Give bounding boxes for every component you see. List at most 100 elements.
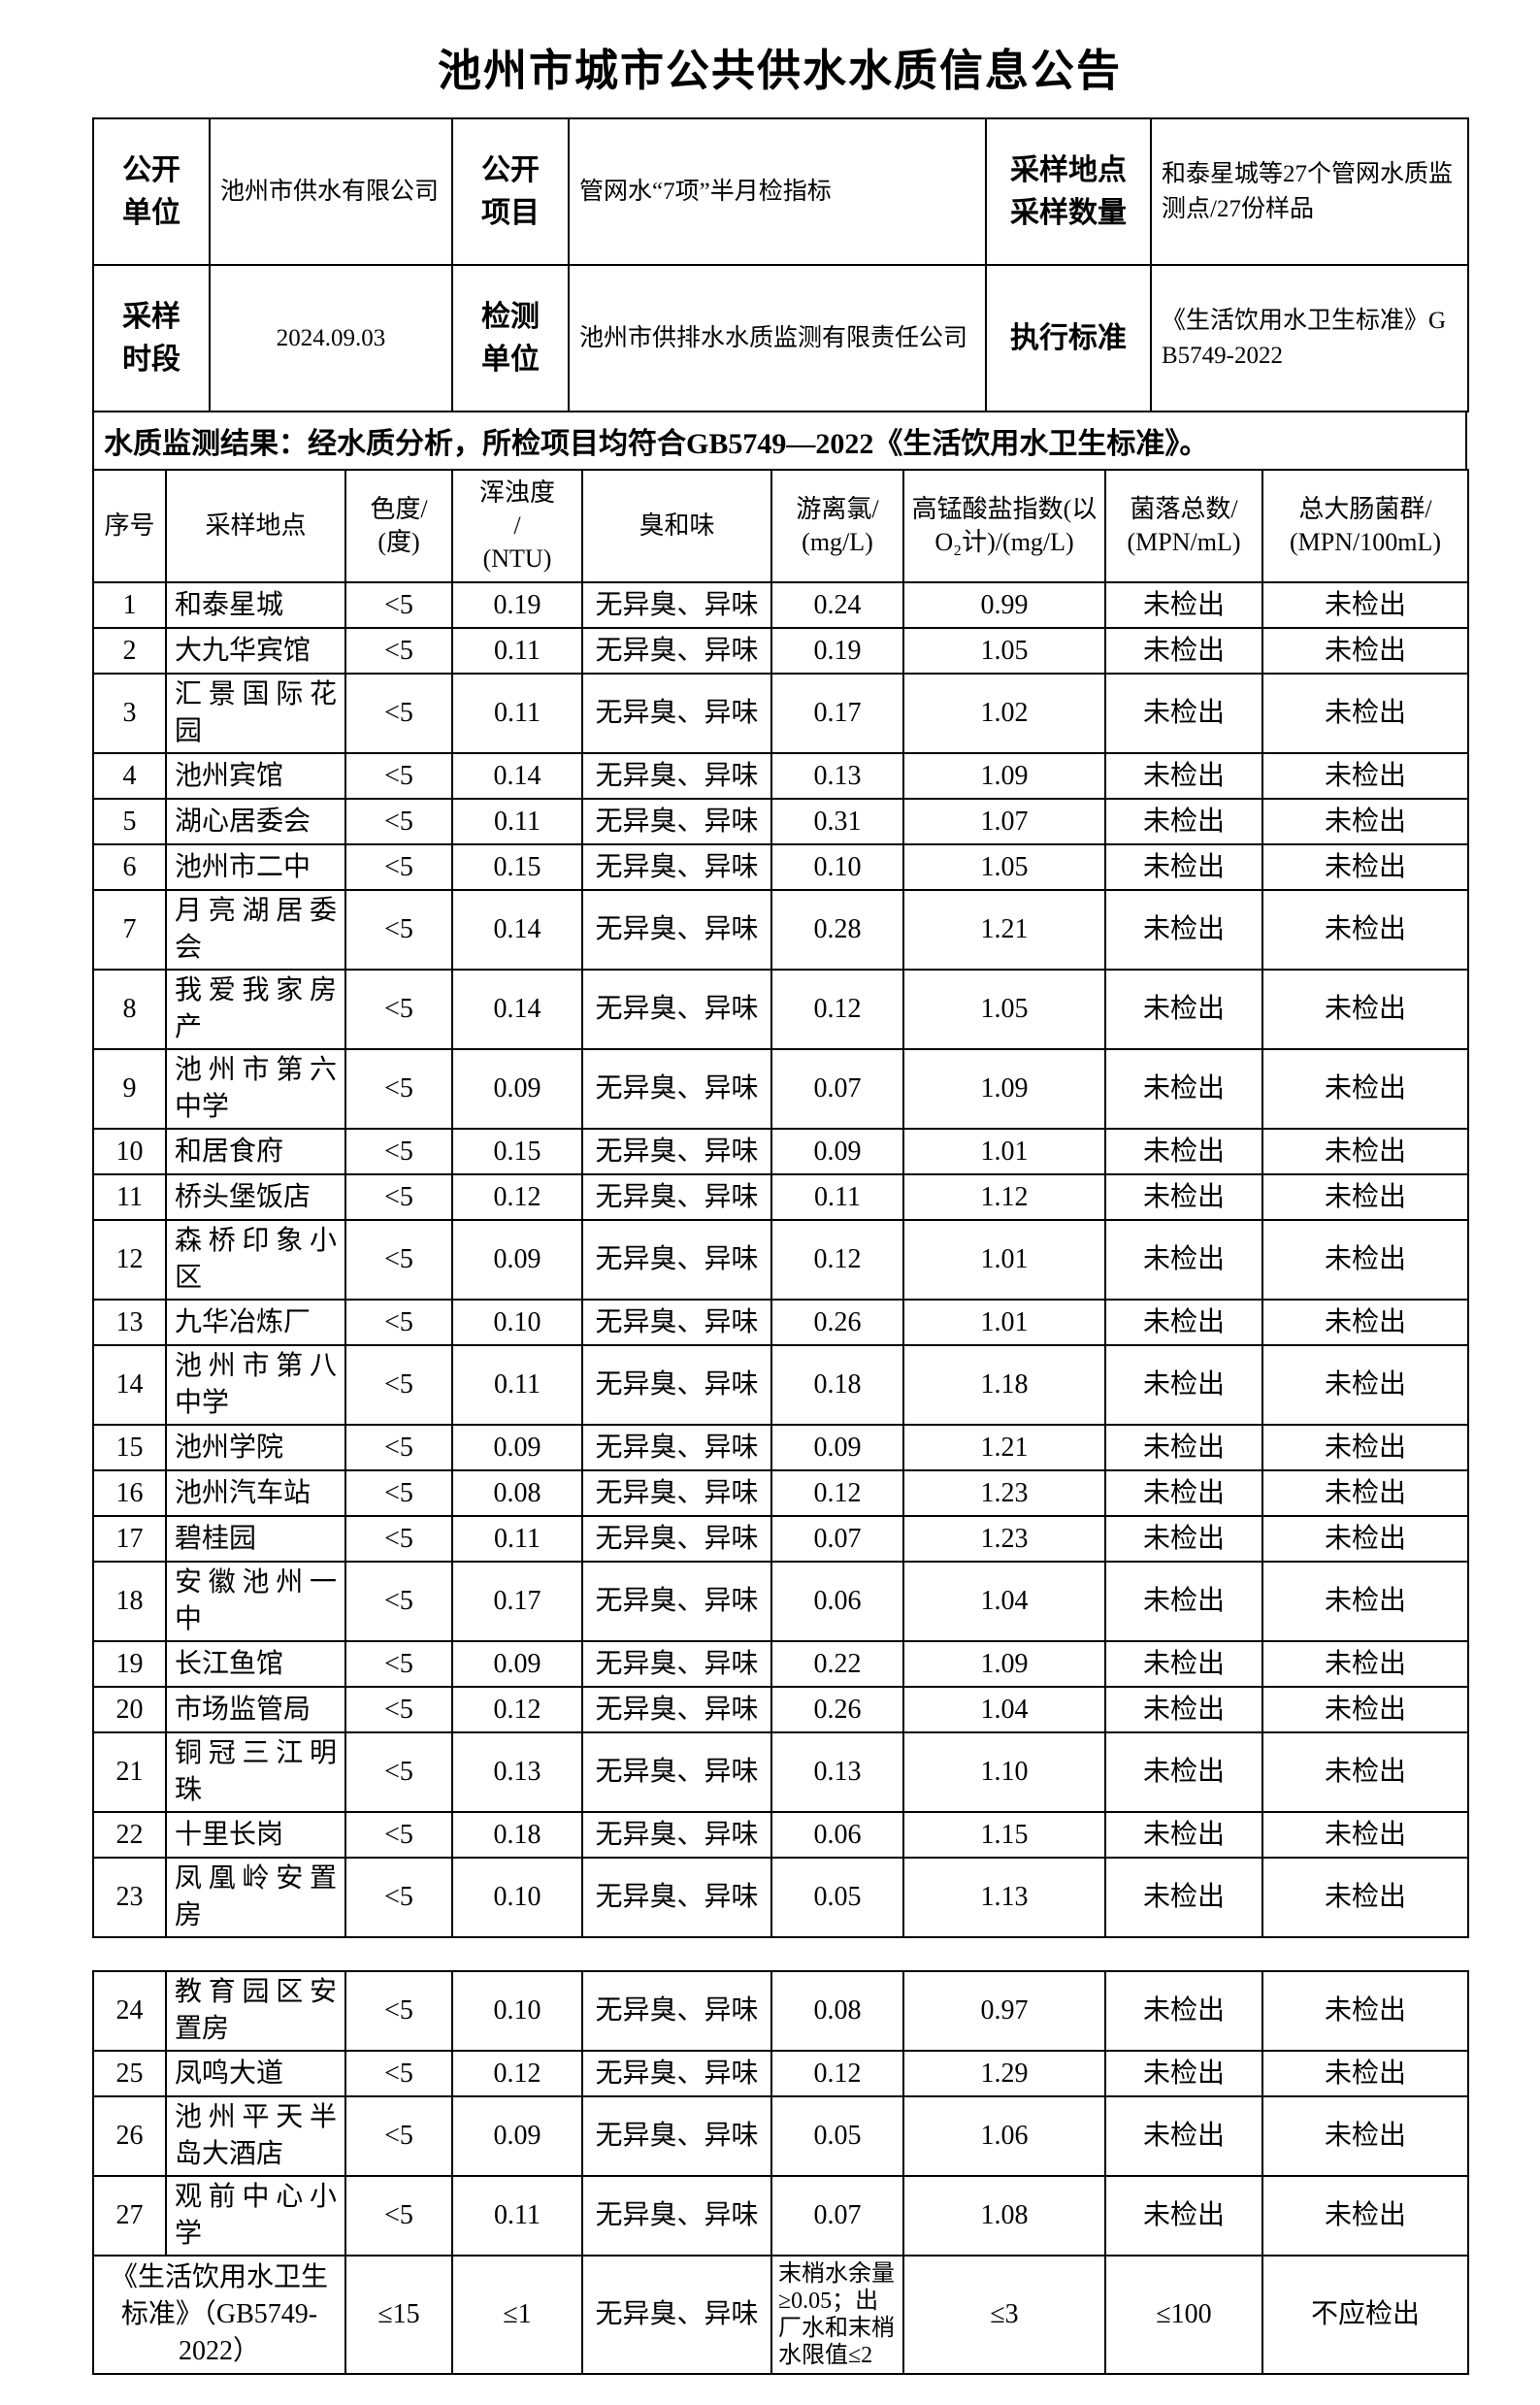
cell-free-chlorine: 0.17 [770,673,904,754]
col-header-location: 采样地点 [165,469,346,583]
cell-permanganate-index: 1.29 [902,2050,1106,2097]
cell-odor: 无异臭、异味 [581,1299,772,1346]
cell-location: 和泰星城 [165,581,346,629]
table-row: 14 池州市第八中学 <5 0.11 无异臭、异味 0.18 1.18 未检出 未检出 [92,1344,1469,1426]
cell-colony-count: 未检出 [1104,1561,1263,1642]
cell-odor: 无异臭、异味 [581,1731,772,1813]
col-header-turbidity: 浑浊度 / (NTU) [451,469,583,583]
cell-total-coliform: 未检出 [1261,1173,1469,1221]
cell-colony-count: 未检出 [1104,1640,1263,1688]
table-row: 21 铜冠三江明珠 <5 0.13 无异臭、异味 0.13 1.10 未检出 未检出 [92,1731,1469,1813]
col-header-colony-count: 菌落总数/ (MPN/mL) [1104,469,1263,583]
cell-total-coliform: 未检出 [1261,889,1469,971]
cell-permanganate-index: 1.23 [902,1469,1106,1517]
cell-free-chlorine: 0.07 [770,1515,904,1563]
cell-colony-count: 未检出 [1104,843,1263,891]
cell-location: 十里长岗 [165,1811,346,1859]
cell-odor: 无异臭、异味 [581,1128,772,1175]
cell-chroma: <5 [344,1344,453,1426]
cell-seq: 3 [92,673,167,754]
cell-seq: 8 [92,969,167,1050]
cell-permanganate-index: 1.10 [902,1731,1106,1813]
cell-odor: 无异臭、异味 [581,1640,772,1688]
cell-chroma: <5 [344,1299,453,1346]
cell-permanganate-index: 1.06 [902,2095,1106,2177]
col-header-seq: 序号 [92,469,167,583]
cell-chroma: <5 [344,673,453,754]
cell-free-chlorine: 0.13 [770,1731,904,1813]
cell-turbidity: 0.09 [451,1219,583,1301]
cell-seq: 13 [92,1299,167,1346]
table-row: 24 教育园区安置房 <5 0.10 无异臭、异味 0.08 0.97 未检出 未检出 [92,1970,1469,2052]
sampling-points-value: 和泰星城等27个管网水质监测点/27份样品 [1150,117,1469,266]
cell-chroma: <5 [344,752,453,800]
standard-label: 执行标准 [985,264,1152,412]
cell-odor: 无异臭、异味 [581,673,772,754]
cell-colony-count: 未检出 [1104,969,1263,1050]
cell-free-chlorine: 0.09 [770,1128,904,1175]
meta-row-1: 公开 单位 池州市供水有限公司 公开 项目 管网水“7项”半月检指标 采样地点 … [92,117,1469,266]
cell-colony-count: 未检出 [1104,1811,1263,1859]
sampling-points-label: 采样地点 采样数量 [985,117,1152,266]
cell-location: 和居食府 [165,1128,346,1175]
standard-limits-row: 《生活饮用水卫生标准》（GB5749-2022） ≤15 ≤1 无异臭、异味 末… [92,2255,1469,2375]
water-quality-table-part1: 序号 采样地点 色度/ (度) 浑浊度 / (NTU) 臭和味 游离氯/ (mg… [92,469,1469,1938]
cell-chroma: <5 [344,1424,453,1471]
cell-colony-count: 未检出 [1104,1219,1263,1301]
table-row: 18 安徽池州一中 <5 0.17 无异臭、异味 0.06 1.04 未检出 未检出 [92,1561,1469,1642]
cell-chroma: <5 [344,798,453,845]
cell-free-chlorine: 0.12 [770,969,904,1050]
meta-row-2: 采样 时段 2024.09.03 检测 单位 池州市供排水水质监测有限责任公司 … [92,264,1469,412]
cell-colony-count: 未检出 [1104,798,1263,845]
cell-colony-count: 未检出 [1104,1731,1263,1813]
cell-chroma: <5 [344,1515,453,1563]
cell-chroma: <5 [344,1731,453,1813]
cell-permanganate-index: 0.97 [902,1970,1106,2052]
cell-seq: 6 [92,843,167,891]
cell-total-coliform: 未检出 [1261,673,1469,754]
cell-free-chlorine: 0.10 [770,843,904,891]
cell-seq: 25 [92,2050,167,2097]
cell-permanganate-index: 1.04 [902,1561,1106,1642]
table-row: 20 市场监管局 <5 0.12 无异臭、异味 0.26 1.04 未检出 未检出 [92,1686,1469,1733]
cell-turbidity: 0.12 [451,2050,583,2097]
cell-chroma: <5 [344,969,453,1050]
cell-free-chlorine: 0.11 [770,1173,904,1221]
cell-free-chlorine: 0.26 [770,1299,904,1346]
cell-chroma: <5 [344,1857,453,1938]
table-body-rows-1-23: 1 和泰星城 <5 0.19 无异臭、异味 0.24 0.99 未检出 未检出 2 大九华宾馆 <5 0… [92,581,1469,1938]
cell-total-coliform: 未检出 [1261,798,1469,845]
cell-odor: 无异臭、异味 [581,1173,772,1221]
col-header-permanganate: 高锰酸盐指数(以 O₂计)/(mg/L) [902,469,1106,583]
cell-total-coliform: 未检出 [1261,1731,1469,1813]
table-row: 15 池州学院 <5 0.09 无异臭、异味 0.09 1.21 未检出 未检出 [92,1424,1469,1471]
cell-permanganate-index: 1.05 [902,627,1106,675]
cell-odor: 无异臭、异味 [581,2175,772,2257]
cell-total-coliform: 未检出 [1261,752,1469,800]
cell-turbidity: 0.09 [451,1048,583,1130]
cell-permanganate-index: 1.01 [902,1128,1106,1175]
cell-total-coliform: 未检出 [1261,1219,1469,1301]
table-row: 11 桥头堡饭店 <5 0.12 无异臭、异味 0.11 1.12 未检出 未检出 [92,1173,1469,1221]
cell-free-chlorine: 0.31 [770,798,904,845]
cell-seq: 20 [92,1686,167,1733]
col-header-odor: 臭和味 [581,469,772,583]
sampling-period-value: 2024.09.03 [209,264,453,412]
cell-colony-count: 未检出 [1104,1299,1263,1346]
cell-location: 凤凰岭安置房 [165,1857,346,1938]
cell-odor: 无异臭、异味 [581,1469,772,1517]
cell-location: 池州市二中 [165,843,346,891]
testing-unit-label: 检测 单位 [451,264,570,412]
cell-chroma: <5 [344,1640,453,1688]
cell-seq: 18 [92,1561,167,1642]
cell-chroma: <5 [344,1173,453,1221]
cell-free-chlorine: 0.19 [770,627,904,675]
cell-seq: 10 [92,1128,167,1175]
cell-turbidity: 0.10 [451,1857,583,1938]
cell-location: 凤鸣大道 [165,2050,346,2097]
cell-free-chlorine: 0.28 [770,889,904,971]
result-notice-table: 水质监测结果：经水质分析，所检项目均符合GB5749—2022《生活饮用水卫生标… [92,411,1467,471]
cell-seq: 17 [92,1515,167,1563]
standard-permanganate-limit: ≤3 [902,2255,1106,2375]
